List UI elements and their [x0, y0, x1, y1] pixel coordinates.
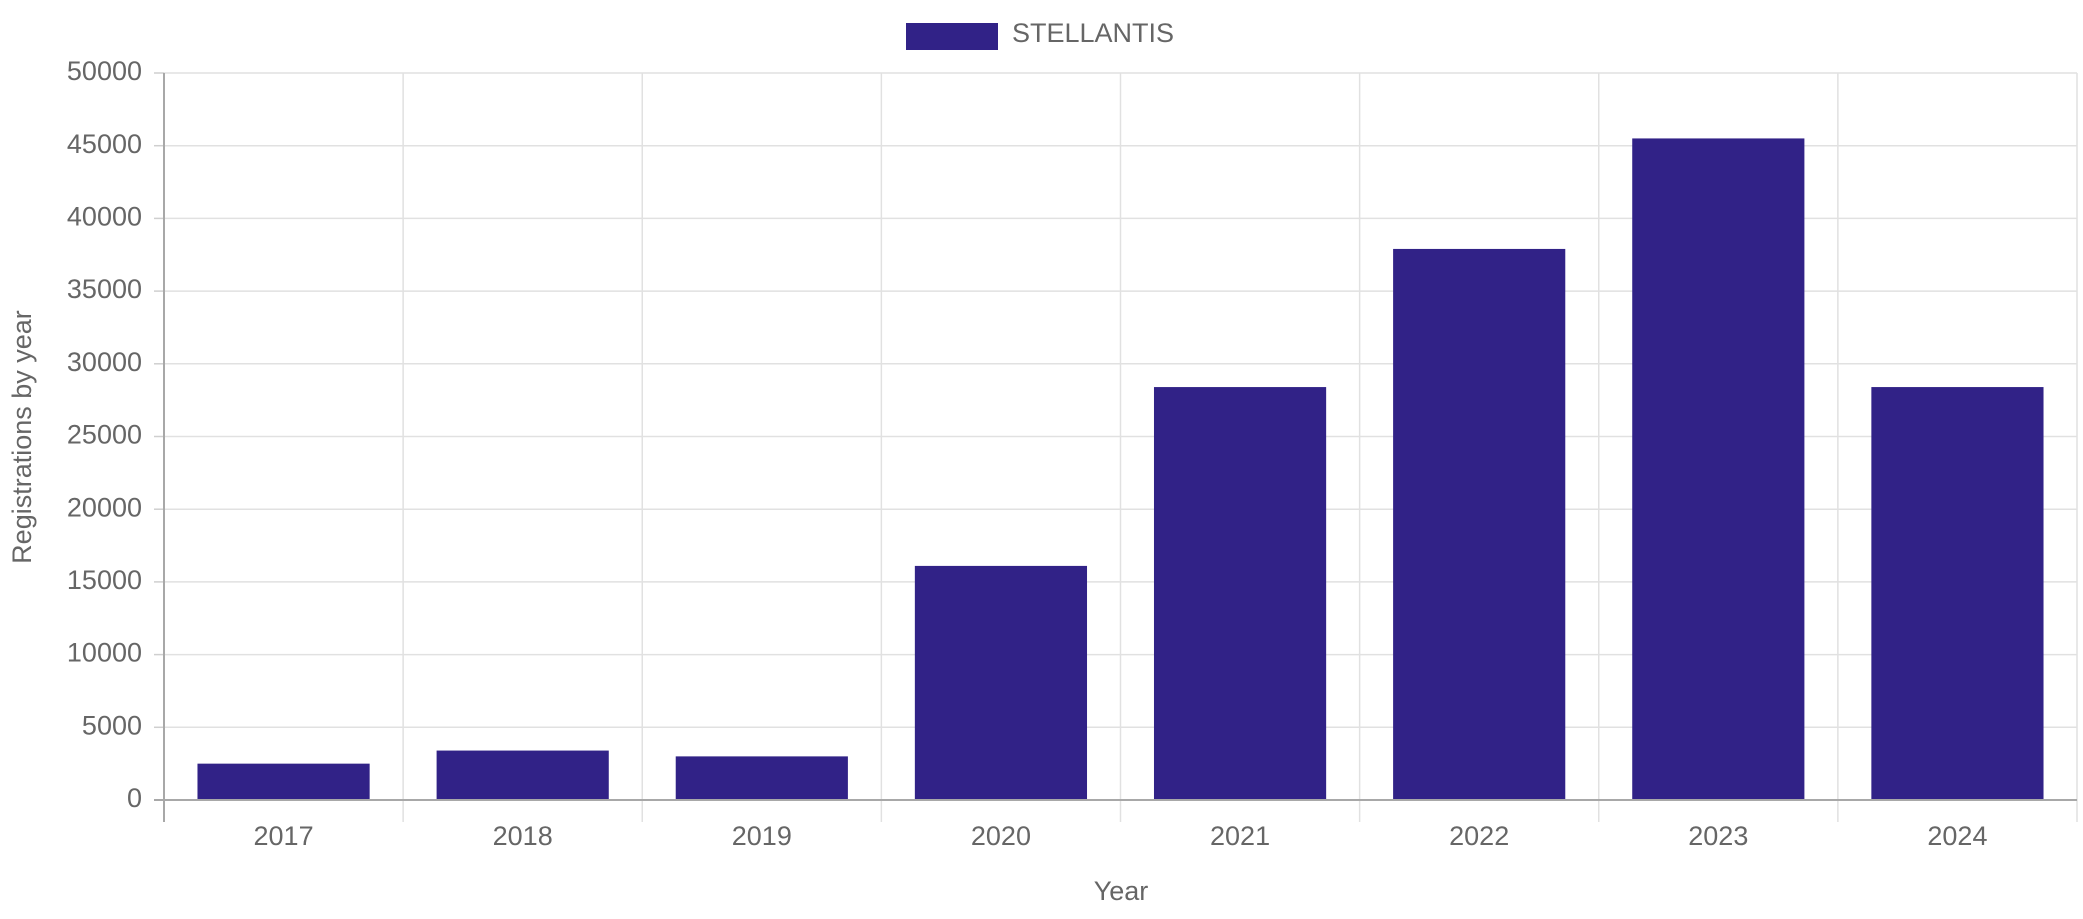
- y-tick-label: 0: [127, 783, 142, 813]
- legend-swatch[interactable]: [906, 23, 998, 50]
- bar-2021[interactable]: [1153, 387, 1327, 800]
- bar-2022[interactable]: [1393, 248, 1566, 800]
- bar-2017[interactable]: [197, 763, 370, 800]
- x-tick-label: 2018: [493, 821, 553, 851]
- x-tick-label: 2017: [254, 821, 314, 851]
- bar-2020[interactable]: [914, 565, 1088, 800]
- y-tick-label: 25000: [67, 420, 142, 450]
- y-tick-label: 35000: [67, 274, 142, 304]
- x-tick-label: 2020: [971, 821, 1031, 851]
- x-tick-labels: 2017 2018 2019 2020 2021 2022 2023 2024: [254, 821, 1988, 851]
- y-axis-title: Registrations by year: [7, 310, 37, 564]
- x-tick-label: 2024: [1927, 821, 1987, 851]
- bar-2023[interactable]: [1632, 138, 1805, 800]
- bar-2019[interactable]: [675, 756, 848, 800]
- x-axis-title: Year: [1094, 876, 1149, 906]
- y-tick-labels: 0 5000 10000 15000 20000 25000 30000 35000 40000…: [67, 56, 142, 813]
- x-tick-label: 2023: [1688, 821, 1748, 851]
- bars: [197, 138, 2044, 800]
- y-tick-label: 10000: [67, 638, 142, 668]
- legend[interactable]: STELLANTIS: [906, 18, 1174, 50]
- y-tick-label: 50000: [67, 56, 142, 86]
- legend-label-stellantis[interactable]: STELLANTIS: [1012, 18, 1174, 48]
- bar-2018[interactable]: [436, 750, 609, 800]
- x-tick-label: 2019: [732, 821, 792, 851]
- x-tick-label: 2021: [1210, 821, 1270, 851]
- bar-2024[interactable]: [1871, 387, 2044, 800]
- x-tick-label: 2022: [1449, 821, 1509, 851]
- axes: [154, 73, 2077, 822]
- y-tick-label: 30000: [67, 347, 142, 377]
- y-tick-label: 40000: [67, 202, 142, 232]
- y-tick-label: 5000: [82, 710, 142, 740]
- y-tick-label: 20000: [67, 492, 142, 522]
- y-tick-label: 15000: [67, 565, 142, 595]
- y-tick-label: 45000: [67, 129, 142, 159]
